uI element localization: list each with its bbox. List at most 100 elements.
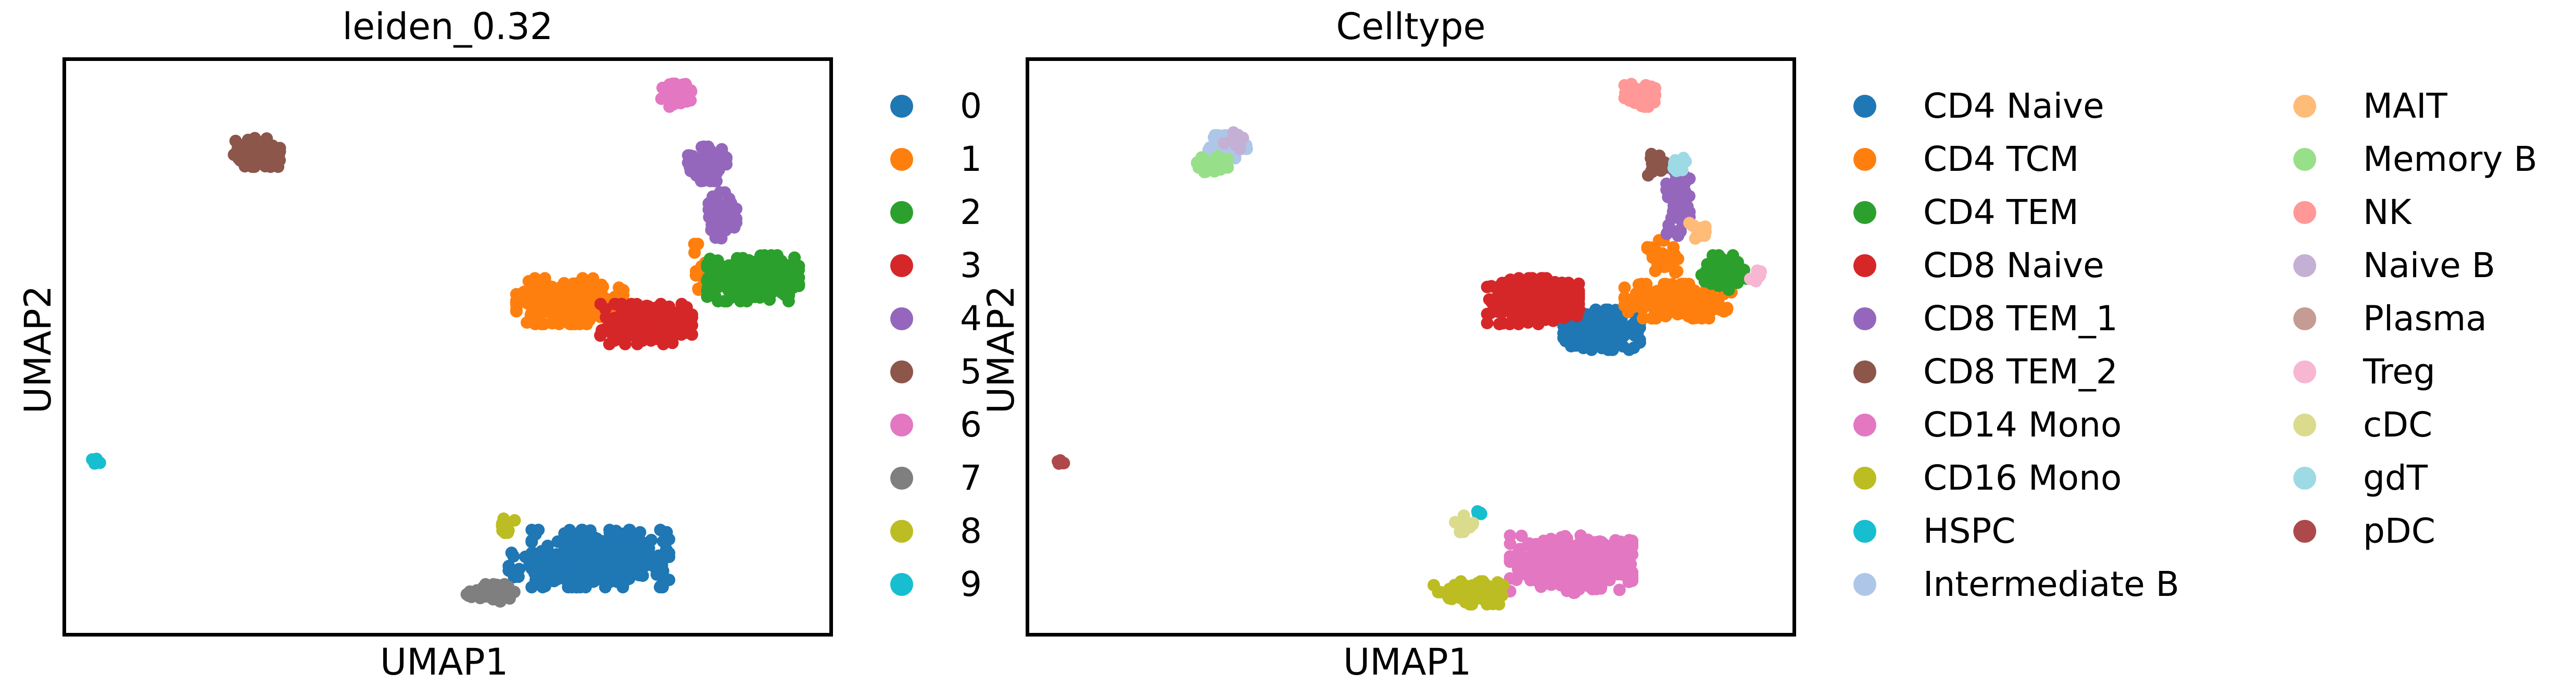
scatter-point	[93, 456, 106, 469]
scatter-point	[1671, 265, 1684, 278]
scatter-point	[1053, 456, 1066, 469]
scatter-point	[1504, 529, 1517, 542]
panel1-scatter-plot	[86, 77, 805, 608]
scatter-point	[1192, 161, 1205, 174]
legend-label: Memory B	[2363, 139, 2537, 179]
legend-label: CD4 TEM	[1923, 192, 2079, 232]
scatter-point	[538, 272, 551, 285]
scatter-point	[1536, 272, 1549, 285]
scatter-point	[1570, 578, 1583, 591]
scatter-point	[1559, 309, 1572, 322]
legend-label: 1	[960, 139, 982, 179]
scatter-point	[503, 592, 516, 605]
series-cd8-tem_1	[1660, 163, 1696, 242]
scatter-point	[229, 134, 242, 147]
scatter-point	[502, 559, 515, 572]
panel2-frame	[1026, 57, 1796, 637]
scatter-point	[1549, 310, 1562, 323]
legend-label: CD4 Naive	[1923, 86, 2104, 126]
scatter-point	[1665, 183, 1678, 196]
scatter-point	[1491, 576, 1504, 589]
scatter-point	[650, 568, 663, 581]
scatter-point	[778, 270, 791, 283]
scatter-point	[605, 541, 618, 554]
scatter-point	[1651, 151, 1663, 164]
legend-item: CD8 Naive	[1853, 245, 2104, 285]
scatter-point	[1627, 341, 1640, 354]
scatter-point	[1673, 205, 1686, 218]
scatter-point	[1554, 278, 1567, 291]
series-mait	[1683, 217, 1712, 245]
scatter-point	[502, 524, 515, 537]
scatter-point	[1720, 269, 1733, 282]
scatter-point	[1645, 299, 1658, 312]
scatter-point	[1503, 318, 1516, 331]
scatter-point	[633, 569, 646, 582]
scatter-point	[689, 162, 702, 175]
scatter-point	[1221, 161, 1234, 174]
legend-item: CD4 TEM	[1853, 192, 2079, 232]
scatter-point	[704, 262, 717, 275]
legend-item: 3	[890, 245, 982, 285]
scatter-point	[705, 167, 718, 180]
scatter-point	[1527, 296, 1540, 309]
scatter-point	[686, 328, 699, 341]
legend-swatch	[890, 572, 913, 596]
scatter-point	[740, 276, 753, 289]
scatter-point	[562, 568, 575, 581]
scatter-point	[668, 77, 681, 90]
scatter-point	[1613, 583, 1626, 596]
scatter-point	[1559, 549, 1572, 561]
scatter-point	[1572, 297, 1585, 310]
scatter-point	[1662, 219, 1675, 232]
panel2-scatter-plot	[1052, 78, 1767, 611]
series-naive-b	[1218, 126, 1249, 155]
scatter-point	[1467, 591, 1480, 604]
series-9	[86, 453, 106, 470]
scatter-point	[1656, 247, 1669, 260]
scatter-point	[628, 298, 641, 311]
scatter-point	[603, 524, 616, 537]
legend-label: CD8 TEM_1	[1923, 298, 2118, 339]
scatter-point	[1701, 269, 1714, 282]
legend-label: 8	[960, 511, 982, 551]
legend-item: 9	[890, 564, 982, 604]
scatter-point	[1632, 278, 1645, 291]
scatter-point	[1467, 517, 1480, 530]
scatter-point	[775, 280, 788, 293]
scatter-point	[557, 537, 570, 550]
legend-label: CD8 TEM_2	[1923, 352, 2118, 392]
scatter-point	[563, 524, 576, 537]
legend-label: 6	[960, 405, 982, 445]
series-cd14-mono	[1504, 529, 1639, 600]
legend-label: Plasma	[2363, 298, 2487, 339]
scatter-point	[1517, 309, 1530, 322]
scatter-point	[596, 535, 609, 548]
scatter-point	[597, 280, 609, 293]
legend-label: pDC	[2363, 511, 2435, 551]
legend-item: 8	[890, 511, 982, 551]
scatter-point	[621, 549, 634, 562]
scatter-point	[573, 579, 586, 592]
legend-item: 7	[890, 458, 982, 498]
scatter-point	[584, 524, 597, 537]
series-5	[228, 132, 286, 173]
scatter-point	[547, 569, 560, 582]
scatter-point	[1626, 534, 1639, 547]
scatter-point	[1546, 556, 1559, 569]
scatter-point	[519, 550, 532, 563]
scatter-point	[584, 546, 597, 559]
scatter-point	[1618, 79, 1631, 92]
scatter-point	[1207, 159, 1220, 172]
scatter-point	[576, 272, 589, 285]
legend-label: cDC	[2363, 405, 2433, 445]
scatter-point	[1564, 288, 1577, 300]
series-3	[594, 297, 699, 351]
legend-label: CD8 Naive	[1923, 245, 2104, 285]
series-2	[701, 249, 805, 308]
legend-swatch	[1853, 360, 1876, 383]
legend-item: 1	[890, 139, 982, 179]
scatter-point	[1602, 549, 1614, 562]
scatter-point	[1691, 305, 1704, 318]
legend-swatch	[2293, 147, 2316, 171]
